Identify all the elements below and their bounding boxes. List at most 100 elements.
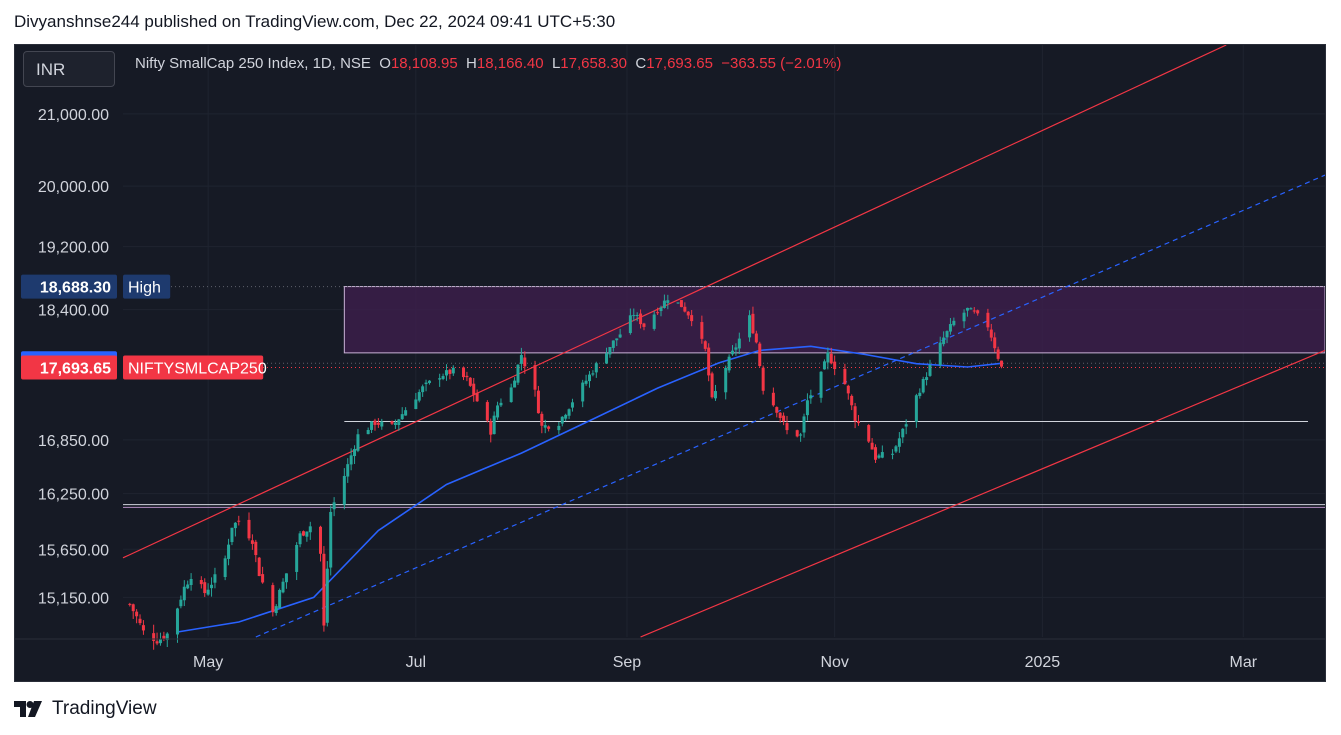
candle-body [199, 580, 203, 585]
price-label-tag: NIFTYSMLCAP250 [128, 361, 267, 378]
candle-body [731, 350, 735, 355]
candle-body [972, 310, 976, 312]
candle-body [826, 352, 830, 363]
candle-body [799, 434, 803, 436]
candle-body [611, 340, 615, 348]
candle-body [874, 447, 878, 460]
candle-body [462, 367, 466, 378]
candle-body [206, 589, 210, 595]
candle-body [175, 608, 179, 635]
candle-body [802, 416, 806, 433]
candle-body [141, 625, 145, 631]
candles-layer [128, 294, 1004, 650]
low-value: 17,658.30 [560, 55, 628, 72]
chart-frame[interactable]: 21,000.00 20,000.00 19,200.00 18,400.00 16,8… [14, 44, 1326, 682]
candle-body [775, 407, 779, 413]
candle-body [587, 374, 591, 382]
price-label-tag-box [123, 274, 171, 299]
candle-body [656, 312, 660, 314]
candle-body [700, 322, 704, 339]
candle-body [833, 361, 837, 370]
candle-body [237, 520, 241, 522]
change-value: −363.55 (−2.01%) [721, 55, 842, 72]
price-label-tag: High [128, 280, 161, 297]
candle-body [666, 300, 670, 303]
candle-body [877, 455, 881, 458]
candle-body [135, 611, 139, 617]
candle-body [662, 300, 666, 308]
candle-body [281, 581, 285, 593]
candle-body [284, 573, 288, 583]
candle-body [182, 586, 186, 601]
candle-body [254, 541, 258, 556]
open-label: O [379, 55, 391, 72]
candle-body [976, 310, 980, 314]
candle-body [427, 380, 431, 384]
high-label: H [466, 55, 477, 72]
candle-body [795, 430, 799, 437]
candle-body [322, 553, 326, 626]
candle-body [189, 578, 193, 586]
tradingview-brand[interactable]: TradingView [14, 698, 157, 720]
candle-body [945, 331, 949, 338]
candle-body [301, 531, 305, 536]
candle-body [628, 315, 632, 333]
candle-body [356, 434, 360, 451]
candle-body [829, 353, 833, 364]
price-label-box [21, 355, 117, 380]
candle-body [489, 421, 493, 435]
candle-body [904, 424, 908, 427]
candle-body [349, 455, 353, 465]
candle-body [567, 409, 571, 416]
candle-body [451, 367, 455, 374]
candle-body [448, 369, 452, 374]
candle-body [516, 364, 520, 383]
candle-body [380, 421, 384, 427]
candle-body [993, 337, 997, 349]
candle-body [509, 387, 513, 403]
candle-body [536, 390, 540, 414]
currency-button[interactable]: INR [23, 51, 115, 87]
price-axis[interactable]: 21,000.00 20,000.00 19,200.00 18,400.00 16,8… [38, 107, 109, 607]
y-tick-label: 15,650.00 [38, 542, 109, 559]
price-chart[interactable]: 21,000.00 20,000.00 19,200.00 18,400.00 16,8… [15, 45, 1325, 681]
candle-body [346, 464, 350, 477]
candle-body [880, 452, 884, 458]
candle-body [519, 355, 523, 364]
candle-body [870, 442, 874, 450]
candle-body [618, 334, 622, 338]
candle-body [318, 526, 322, 554]
candle-body [162, 635, 166, 639]
close-value: 17,693.65 [646, 55, 713, 72]
candle-body [421, 386, 425, 393]
candle-body [390, 421, 394, 424]
candle-body [710, 373, 714, 398]
candle-body [438, 378, 442, 380]
candle-body [969, 308, 973, 310]
candle-body [404, 410, 408, 416]
candle-body [257, 557, 261, 577]
candle-body [608, 347, 612, 355]
candle-body [570, 402, 574, 408]
candle-body [165, 633, 169, 640]
candle-body [247, 519, 251, 539]
candle-body [227, 544, 231, 559]
candle-body [850, 395, 854, 406]
publish-info: Divyanshnse244 published on TradingView.… [14, 12, 616, 31]
candle-body [782, 415, 786, 422]
candle-body [989, 329, 993, 338]
candle-body [305, 531, 309, 537]
candle-body [417, 392, 421, 401]
candle-body [594, 363, 598, 373]
candle-body [615, 338, 619, 341]
candle-body [965, 307, 969, 311]
candle-body [785, 423, 789, 431]
candle-body [155, 641, 159, 644]
candle-body [210, 584, 214, 589]
low-label: L [551, 55, 561, 72]
ohlc-legend: Nifty SmallCap 250 Index, 1D, NSE O18,10… [135, 55, 841, 72]
time-axis[interactable]: May Jul Sep Nov 2025 Mar [15, 638, 1325, 671]
candle-body [748, 315, 752, 338]
candle-body [496, 405, 500, 418]
candle-body [727, 356, 731, 371]
